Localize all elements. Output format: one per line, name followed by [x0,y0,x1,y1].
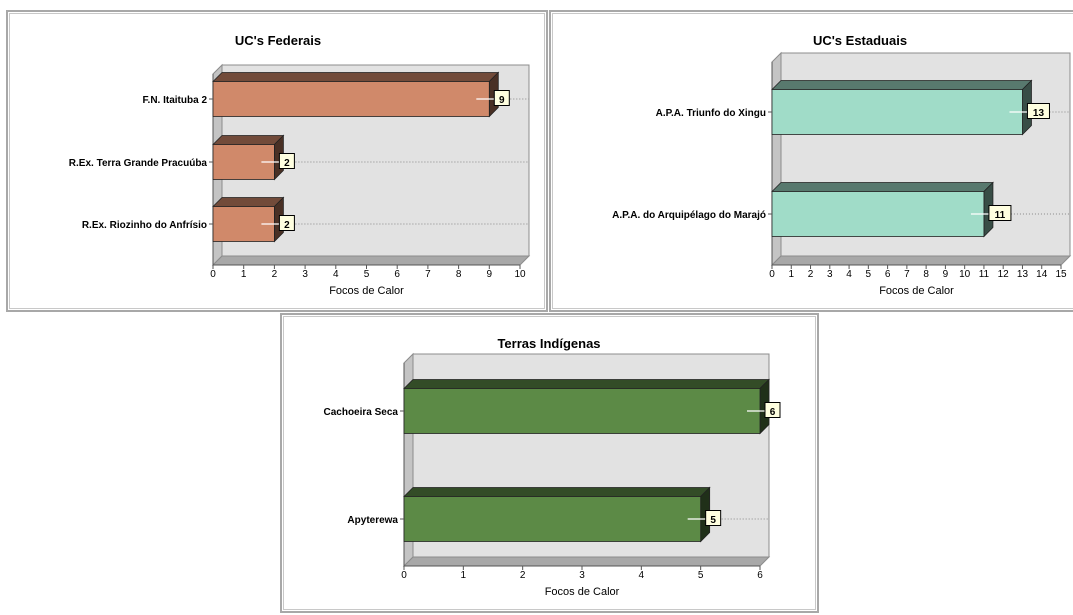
bar [771,191,985,237]
chart-panel-uc-estaduais: UC's Estaduais 0 1 2 3 4 5 6 7 8 9 10 11 12 13 14 15 Foco… [549,10,1073,312]
chart-panel-terras-indigenas: Terras Indígenas 0 1 2 3 4 5 6 Focos de Calor Cac… [280,313,819,613]
bar-top-face [212,135,285,145]
x-tick-label: 1 [461,570,467,581]
data-label: 5 [710,515,716,526]
category-label: R.Ex. Terra Grande Pracuúba [69,158,208,169]
category-label: A.P.A. Triunfo do Xingu [656,108,766,119]
data-label-box [1026,103,1050,119]
x-tick-label: 5 [698,570,704,581]
x-tick-label: 8 [456,269,462,280]
x-tick-label: 5 [364,269,370,280]
chart-terras-indigenas: Terras Indígenas 0 1 2 3 4 5 6 Focos de Calor Cac… [324,336,781,598]
bar-top-face [212,197,285,207]
x-tick-label: 1 [241,269,247,280]
category-label: Cachoeira Seca [324,407,399,418]
bar-top-face [212,72,500,82]
bar-top-face [771,80,1033,90]
data-label: 9 [499,95,505,106]
x-tick-label: 2 [808,269,814,280]
bar [771,89,1023,135]
x-tick-label: 11 [979,269,990,280]
bar-top-face [403,379,770,389]
x-tick-label: 8 [923,269,929,280]
plot-floor [402,556,771,567]
chart-panel-uc-federais: UC's Federais 0 1 2 3 4 5 6 7 8 9 10 Focos de Calor F… [6,10,548,312]
data-label-box [764,402,781,418]
x-tick-label: 6 [757,570,763,581]
category-label: Apyterewa [347,515,398,526]
data-label: 6 [770,407,776,418]
data-label-box [988,205,1012,221]
x-tick-label: 5 [866,269,872,280]
data-label: 13 [1033,108,1045,119]
category-label: R.Ex. Riozinho do Anfrísio [82,220,207,231]
category-label: A.P.A. do Arquipélago do Marajó [612,210,766,221]
x-tick-label: 2 [520,570,526,581]
x-tick-label: 10 [959,269,971,280]
bar [403,496,702,542]
bar-top-face [403,487,711,497]
x-tick-label: 7 [904,269,910,280]
x-tick-label: 13 [1017,269,1029,280]
x-tick-label: 7 [425,269,431,280]
x-tick-label: 4 [846,269,852,280]
x-tick-label: 9 [487,269,493,280]
plot-floor [770,255,1072,266]
x-tick-label: 12 [998,269,1010,280]
x-tick-label: 3 [579,570,585,581]
bar [403,388,761,434]
x-tick-label: 3 [302,269,308,280]
x-tick-label: 10 [514,269,526,280]
data-label-box [278,153,295,169]
x-tick-label: 6 [394,269,400,280]
data-label-box [493,90,510,106]
chart-title: UC's Federais [235,33,321,48]
x-tick-label: 6 [885,269,891,280]
x-tick-label: 15 [1055,269,1067,280]
x-tick-label: 4 [639,570,645,581]
data-label: 11 [995,210,1006,221]
x-tick-label: 14 [1036,269,1048,280]
chart-title: UC's Estaduais [813,33,907,48]
bar-top-face [771,182,994,192]
x-tick-label: 0 [401,570,407,581]
x-tick-label: 2 [272,269,278,280]
x-tick-label: 4 [333,269,339,280]
x-tick-label: 0 [769,269,775,280]
data-label: 2 [284,220,290,231]
bar [212,81,490,117]
data-label-box [705,510,722,526]
chart-uc-federais: UC's Federais 0 1 2 3 4 5 6 7 8 9 10 Focos de Calor F… [69,33,531,297]
x-axis-label: Focos de Calor [879,285,954,297]
x-axis-label: Focos de Calor [329,285,404,297]
x-tick-label: 9 [943,269,949,280]
data-label-box [278,215,295,231]
x-tick-label: 1 [788,269,794,280]
data-label: 2 [284,158,290,169]
chart-title: Terras Indígenas [497,336,600,351]
x-tick-label: 3 [827,269,833,280]
plot-floor [211,255,531,266]
bar [212,144,275,180]
x-tick-label: 0 [210,269,216,280]
category-label: F.N. Itaituba 2 [143,95,208,106]
x-axis-label: Focos de Calor [545,586,620,598]
